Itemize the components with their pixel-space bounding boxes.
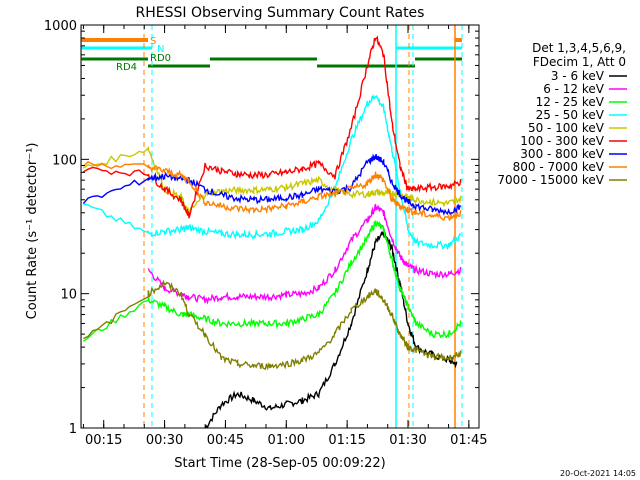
y-axis-label: Count Rate (s⁻¹ detector⁻¹) bbox=[25, 143, 40, 320]
legend-header-line-1: Det 1,3,4,5,6,9, bbox=[532, 41, 626, 55]
chart-title: RHESSI Observing Summary Count Rates bbox=[136, 5, 425, 21]
legend-label: 3 - 6 keV bbox=[551, 69, 605, 83]
x-tick-label: 01:15 bbox=[328, 433, 365, 448]
x-axis-label: Start Time (28-Sep-05 00:09:22) bbox=[174, 456, 385, 471]
y-tick-label: 100 bbox=[52, 153, 77, 168]
legend: Det 1,3,4,5,6,9, FDecim 1, Att 0 3 - 6 k… bbox=[497, 41, 627, 187]
series-line-7 bbox=[82, 153, 462, 216]
x-tick-label: 01:00 bbox=[268, 433, 305, 448]
series-layer bbox=[82, 35, 462, 428]
legend-label: 12 - 25 keV bbox=[536, 95, 605, 109]
series-line-8 bbox=[82, 160, 462, 222]
legend-label: 100 - 300 keV bbox=[520, 134, 604, 148]
y-ticks: 1 10 100 1000 bbox=[44, 19, 479, 437]
x-ticks: 00:15 00:30 00:45 01:00 01:15 01:30 01:45 bbox=[82, 25, 488, 448]
annotation-rd4: RD4 bbox=[116, 62, 137, 73]
series-line-3 bbox=[83, 220, 462, 342]
x-tick-label: 01:45 bbox=[450, 433, 487, 448]
footer-timestamp: 20-Oct-2021 14:05 bbox=[560, 469, 636, 478]
series-line-4 bbox=[83, 93, 462, 251]
status-bars bbox=[81, 25, 463, 428]
annotation-n: N bbox=[157, 44, 164, 55]
series-line-6 bbox=[83, 35, 462, 219]
legend-label: 6 - 12 keV bbox=[543, 82, 605, 96]
legend-label: 7000 - 15000 keV bbox=[497, 173, 604, 187]
legend-label: 300 - 800 keV bbox=[520, 147, 604, 161]
legend-header-line-2: FDecim 1, Att 0 bbox=[533, 55, 626, 69]
series-line-9 bbox=[83, 279, 462, 371]
y-tick-label: 1000 bbox=[44, 19, 77, 34]
legend-label: 800 - 7000 keV bbox=[513, 160, 605, 174]
x-tick-label: 01:30 bbox=[389, 433, 426, 448]
annotation-s: S bbox=[150, 36, 156, 47]
plot-frame bbox=[80, 24, 480, 429]
y-tick-label: 1 bbox=[69, 422, 77, 437]
series-line-1 bbox=[204, 231, 458, 428]
legend-label: 25 - 50 keV bbox=[536, 108, 605, 122]
y-tick-label: 10 bbox=[60, 288, 77, 303]
annotation-rd0: RD0 bbox=[150, 53, 171, 64]
x-tick-label: 00:45 bbox=[207, 433, 244, 448]
x-tick-label: 00:30 bbox=[146, 433, 183, 448]
legend-label: 50 - 100 keV bbox=[528, 121, 605, 135]
x-tick-label: 00:15 bbox=[85, 433, 122, 448]
series-line-2 bbox=[147, 203, 462, 305]
